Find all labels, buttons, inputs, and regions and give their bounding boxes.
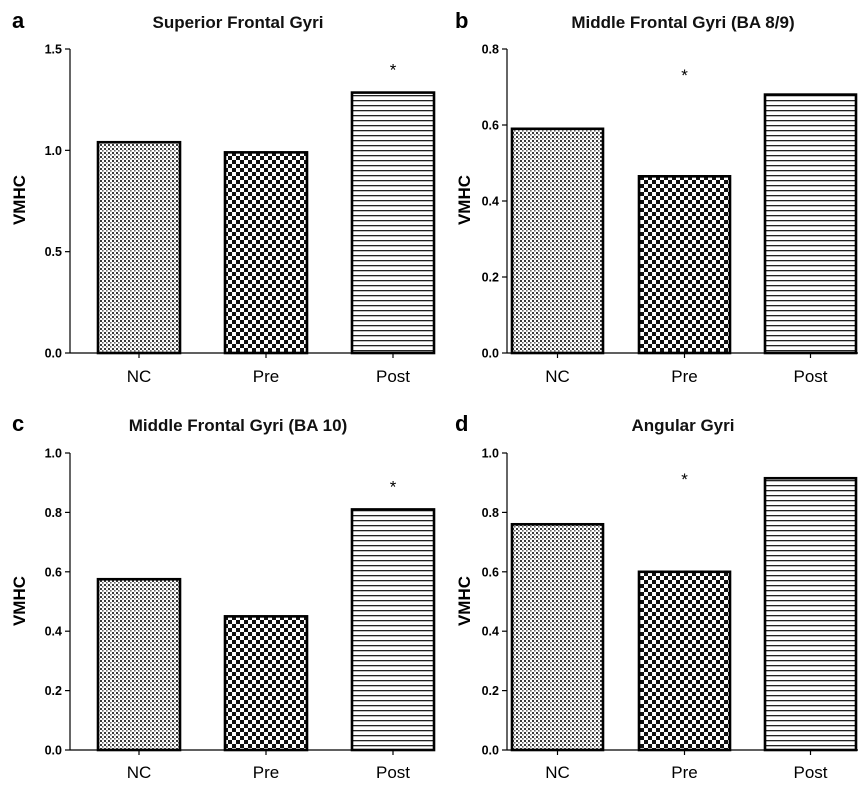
- panel-letter: b: [455, 8, 468, 33]
- y-tick-label: 0.6: [482, 119, 499, 133]
- y-axis-label: VMHC: [10, 576, 29, 626]
- x-tick-label: Pre: [253, 367, 279, 386]
- y-tick-label: 1.0: [482, 447, 499, 461]
- y-tick-label: 0.2: [482, 271, 499, 285]
- chart-title: Superior Frontal Gyri: [153, 13, 324, 32]
- y-tick-label: 0.0: [482, 744, 499, 758]
- significance-marker: *: [390, 477, 397, 496]
- panel-letter: c: [12, 411, 24, 436]
- x-tick-label: NC: [127, 367, 152, 386]
- y-tick-label: 1.0: [45, 144, 62, 158]
- significance-marker: *: [390, 61, 397, 80]
- x-tick-label: Pre: [253, 763, 279, 782]
- chart-panel-b: b Middle Frontal Gyri (BA 8/9) VMHC 0.0 0.2 0…: [455, 8, 858, 386]
- bar-nc: [96, 577, 182, 752]
- x-tick-label: NC: [127, 763, 152, 782]
- y-tick-label: 1.5: [45, 43, 62, 57]
- bar-post: [763, 476, 858, 752]
- x-tick-label: Post: [793, 367, 827, 386]
- y-axis-label: VMHC: [455, 576, 474, 626]
- y-tick-label: 0.8: [45, 506, 62, 520]
- bar-post: [350, 91, 436, 355]
- y-tick-label: 0.8: [482, 43, 499, 57]
- bar-pre: [223, 615, 309, 752]
- significance-marker: *: [681, 66, 688, 85]
- y-tick-label: 0.4: [45, 625, 62, 639]
- chart-title: Angular Gyri: [632, 416, 735, 435]
- x-tick-label: Post: [793, 763, 827, 782]
- bar-nc: [510, 127, 605, 355]
- bar-pre: [223, 151, 309, 355]
- y-tick-label: 0.4: [482, 195, 499, 209]
- y-axis-label: VMHC: [10, 175, 29, 225]
- x-tick-label: Post: [376, 763, 410, 782]
- y-tick-label: 0.2: [45, 684, 62, 698]
- bar-pre: [637, 175, 732, 355]
- y-tick-label: 0.0: [45, 347, 62, 361]
- panel-letter: d: [455, 411, 468, 436]
- y-tick-label: 0.0: [45, 744, 62, 758]
- charts-root: a Superior Frontal Gyri VMHC 0.0 0.5 1.0 1.5 NC…: [10, 8, 858, 782]
- chart-panel-a: a Superior Frontal Gyri VMHC 0.0 0.5 1.0 1.5 NC…: [10, 8, 436, 386]
- x-tick-label: Pre: [671, 367, 697, 386]
- y-tick-label: 0.6: [482, 565, 499, 579]
- y-axis-label: VMHC: [455, 175, 474, 225]
- y-tick-label: 0.0: [482, 347, 499, 361]
- chart-panel-c: c Middle Frontal Gyri (BA 10) VMHC 0.0 0.2 0.…: [10, 411, 436, 782]
- chart-panel-d: d Angular Gyri VMHC 0.0 0.2 0.4 0.6 0.8 1.0 NC Pre…: [455, 411, 858, 782]
- x-tick-label: Pre: [671, 763, 697, 782]
- panel-letter: a: [12, 8, 25, 33]
- y-tick-label: 0.4: [482, 625, 499, 639]
- y-tick-label: 0.6: [45, 565, 62, 579]
- bar-post: [350, 508, 436, 752]
- bar-post: [763, 93, 858, 355]
- x-tick-label: NC: [545, 367, 570, 386]
- y-tick-label: 1.0: [45, 447, 62, 461]
- chart-title: Middle Frontal Gyri (BA 10): [129, 416, 348, 435]
- bar-nc: [96, 140, 182, 355]
- y-tick-label: 0.8: [482, 506, 499, 520]
- x-tick-label: Post: [376, 367, 410, 386]
- bar-nc: [510, 522, 605, 752]
- bar-pre: [637, 570, 732, 752]
- x-tick-label: NC: [545, 763, 570, 782]
- y-tick-label: 0.5: [45, 245, 62, 259]
- significance-marker: *: [681, 470, 688, 489]
- chart-title: Middle Frontal Gyri (BA 8/9): [571, 13, 794, 32]
- y-tick-label: 0.2: [482, 684, 499, 698]
